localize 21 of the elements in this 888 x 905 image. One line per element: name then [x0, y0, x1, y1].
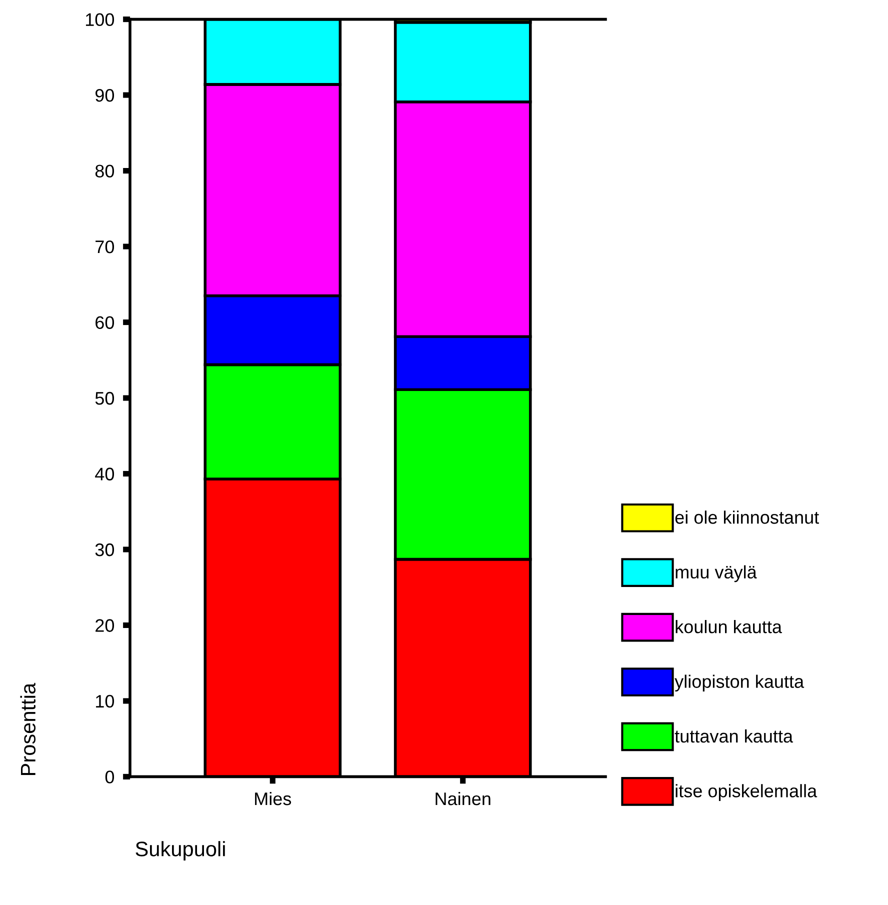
legend-label: ei ole kiinnostanut	[675, 510, 819, 524]
legend-label: yliopiston kautta	[674, 674, 804, 692]
y-tick-label: 60	[96, 316, 114, 329]
legend-label: koulun kautta	[676, 620, 782, 634]
legend-label: itse opiskelemalla	[676, 784, 818, 801]
y-tick-label: 90	[95, 88, 114, 102]
x-tick-label: Mies	[255, 792, 292, 806]
y-tick-label: 10	[96, 694, 114, 708]
y-tick-label: 80	[95, 164, 114, 178]
x-axis-title: Sukupuoli	[136, 841, 225, 860]
legend-label: tuttavan kautta	[674, 729, 794, 743]
y-tick-label: 0	[105, 770, 114, 784]
y-tick-label: 20	[96, 619, 114, 632]
y-tick-label: 40	[95, 468, 114, 480]
y-tick-label: 70	[96, 240, 114, 254]
y-tick-label: 30	[95, 543, 114, 556]
y-tick-label: 100	[86, 13, 114, 26]
y-axis-title: Prosenttia	[20, 682, 36, 775]
legend-label: muu väylä	[676, 565, 757, 582]
x-tick-label: Nainen	[436, 792, 490, 806]
y-tick-label: 50	[95, 392, 114, 405]
